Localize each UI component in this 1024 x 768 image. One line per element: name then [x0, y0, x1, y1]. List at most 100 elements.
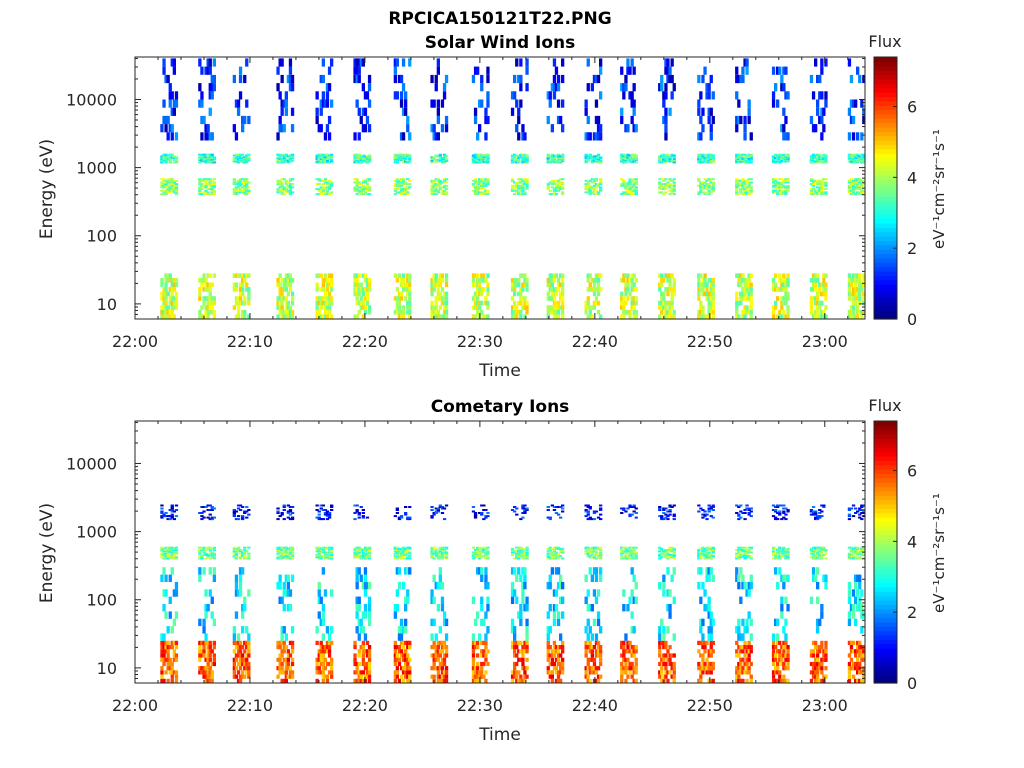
- heatmap-cell: [444, 191, 449, 194]
- heatmap-cell: [628, 309, 632, 315]
- heatmap-cell: [664, 305, 668, 310]
- heatmap-cell: [784, 653, 788, 658]
- heatmap-cell: [476, 305, 480, 310]
- heatmap-cell: [168, 657, 172, 662]
- heatmap-cell: [430, 287, 434, 292]
- heatmap-cell: [444, 74, 449, 84]
- heatmap-cell: [824, 191, 828, 194]
- heatmap-cell: [172, 278, 176, 283]
- heatmap-cell: [596, 153, 601, 156]
- heatmap-cell: [361, 657, 365, 662]
- heatmap-cell: [444, 296, 449, 301]
- heatmap-cell: [393, 611, 397, 619]
- heatmap-cell: [559, 670, 563, 675]
- heatmap-cell: [430, 124, 434, 133]
- heatmap-cell: [851, 189, 856, 192]
- heatmap-cell: [202, 273, 206, 278]
- heatmap-cell: [359, 156, 363, 159]
- heatmap-cell: [622, 653, 626, 658]
- heatmap-cell: [204, 674, 208, 679]
- heatmap-cell: [480, 649, 484, 654]
- heatmap-cell: [473, 678, 478, 683]
- heatmap-cell: [513, 193, 517, 196]
- heatmap-cell: [166, 115, 170, 125]
- heatmap-cell: [393, 653, 397, 658]
- heatmap-cell: [327, 184, 332, 187]
- heatmap-cell: [236, 640, 241, 645]
- colorbar-segment: [874, 305, 897, 311]
- heatmap-cell: [816, 296, 820, 301]
- heatmap-cell: [626, 153, 630, 156]
- heatmap-cell: [818, 314, 822, 319]
- heatmap-cell: [357, 186, 361, 189]
- heatmap-cell: [245, 670, 249, 675]
- heatmap-cell: [521, 581, 525, 590]
- heatmap-cell: [630, 649, 634, 654]
- heatmap-cell: [510, 674, 515, 679]
- heatmap-cell: [771, 633, 776, 641]
- heatmap-cell: [198, 179, 202, 182]
- heatmap-cell: [288, 189, 293, 192]
- heatmap-cell: [709, 633, 713, 641]
- heatmap-cell: [559, 155, 563, 158]
- heatmap-cell: [278, 661, 282, 667]
- heatmap-cell: [399, 132, 404, 141]
- heatmap-cell: [816, 156, 820, 159]
- heatmap-cell: [814, 158, 818, 160]
- heatmap-cell: [552, 58, 557, 67]
- heatmap-cell: [780, 278, 784, 283]
- heatmap-cell: [554, 183, 559, 186]
- heatmap-cell: [164, 124, 168, 133]
- heatmap-cell: [484, 657, 488, 662]
- heatmap-cell: [632, 155, 636, 158]
- heatmap-cell: [401, 189, 406, 192]
- heatmap-cell: [355, 58, 359, 67]
- heatmap-cell: [660, 83, 664, 92]
- heatmap-cell: [359, 674, 363, 679]
- heatmap-cell: [200, 670, 204, 675]
- heatmap-cell: [668, 273, 672, 278]
- heatmap-cell: [811, 278, 816, 283]
- heatmap-cell: [599, 674, 603, 679]
- heatmap-cell: [282, 153, 286, 156]
- heatmap-cell: [624, 186, 628, 189]
- heatmap-cell: [622, 314, 626, 319]
- heatmap-cell: [170, 181, 174, 184]
- heatmap-cell: [782, 186, 786, 189]
- colorbar-segment: [874, 192, 897, 198]
- heatmap-cell: [438, 179, 442, 182]
- heatmap-cell: [317, 666, 321, 671]
- heatmap-cell: [164, 183, 168, 186]
- heatmap-cell: [672, 661, 676, 667]
- heatmap-cell: [510, 640, 515, 645]
- heatmap-cell: [776, 296, 780, 301]
- heatmap-cell: [436, 666, 440, 671]
- heatmap-cell: [525, 604, 529, 612]
- heatmap-cell: [858, 640, 862, 645]
- heatmap-cell: [444, 181, 449, 184]
- heatmap-cell: [622, 670, 626, 675]
- heatmap-cell: [786, 188, 790, 191]
- heatmap-cell: [630, 153, 634, 156]
- heatmap-cell: [556, 611, 561, 619]
- heatmap-cell: [471, 160, 476, 163]
- heatmap-cell: [559, 181, 563, 184]
- heatmap-cell: [811, 287, 816, 292]
- heatmap-cell: [672, 189, 676, 192]
- heatmap-cell: [406, 653, 410, 658]
- heatmap-cell: [668, 314, 672, 319]
- heatmap-cell: [357, 191, 361, 194]
- heatmap-cell: [548, 91, 552, 100]
- heatmap-cell: [586, 83, 590, 92]
- heatmap-cell: [286, 273, 290, 278]
- heatmap-cell: [278, 287, 282, 292]
- heatmap-cell: [432, 653, 436, 658]
- heatmap-cell: [276, 188, 280, 191]
- heatmap-cell: [858, 296, 862, 301]
- heatmap-cell: [510, 618, 515, 627]
- heatmap-cell: [670, 58, 674, 67]
- heatmap-cell: [434, 666, 438, 671]
- heatmap-cell: [363, 188, 368, 191]
- heatmap-cell: [703, 186, 707, 189]
- heatmap-cell: [513, 278, 517, 283]
